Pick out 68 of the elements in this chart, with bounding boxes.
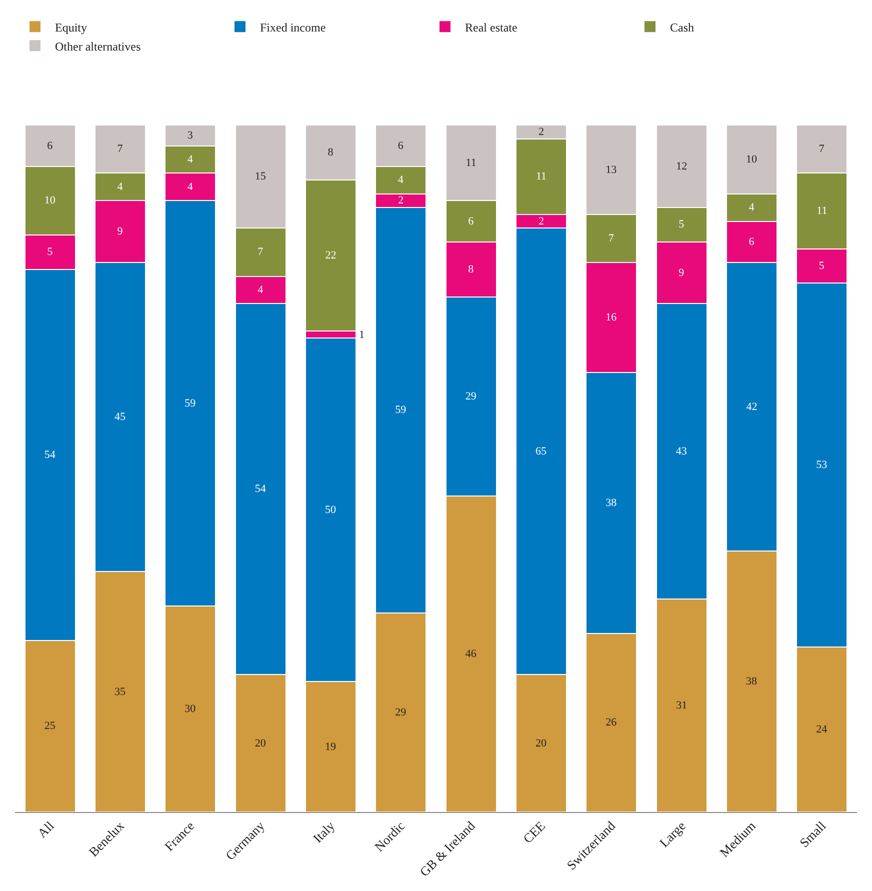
legend-label: Fixed income xyxy=(260,20,326,34)
data-label: 43 xyxy=(676,445,688,458)
x-tick-label: CEE xyxy=(520,818,548,846)
data-label: 59 xyxy=(395,404,407,416)
data-label: 10 xyxy=(746,153,758,166)
data-label: 45 xyxy=(114,411,126,424)
data-label: 19 xyxy=(325,740,336,753)
data-label: 5 xyxy=(818,260,825,272)
data-label: 13 xyxy=(606,164,618,176)
x-tick-label: Italy xyxy=(310,818,338,846)
data-label: 7 xyxy=(117,143,124,156)
data-label: 4 xyxy=(748,202,755,214)
legend-label: Real estate xyxy=(465,20,518,34)
data-label: 29 xyxy=(395,706,407,718)
data-label: 4 xyxy=(258,284,264,296)
data-label: 4 xyxy=(187,180,194,193)
data-label: 30 xyxy=(184,702,196,715)
data-label: 38 xyxy=(606,496,618,509)
data-label: 42 xyxy=(746,400,758,413)
data-label: 9 xyxy=(678,266,685,279)
data-label: 6 xyxy=(398,140,404,152)
data-label: 3 xyxy=(187,129,194,142)
data-label: 54 xyxy=(254,483,266,496)
data-label: 8 xyxy=(328,146,334,159)
data-label: 59 xyxy=(184,397,196,410)
data-label: 25 xyxy=(44,720,56,732)
data-label: 9 xyxy=(117,226,124,238)
data-label: 4 xyxy=(187,153,194,166)
data-label: 4 xyxy=(398,174,404,186)
data-label: 54 xyxy=(44,448,56,461)
data-label: 35 xyxy=(114,686,126,698)
data-label: 46 xyxy=(465,648,477,660)
annotation: 1 xyxy=(359,329,364,341)
data-label: 7 xyxy=(258,246,264,258)
data-label: 11 xyxy=(466,156,476,169)
data-label: 11 xyxy=(816,205,828,218)
data-label: 8 xyxy=(468,263,474,276)
data-label: 31 xyxy=(676,700,688,712)
legend-label: Other alternatives xyxy=(55,39,141,54)
data-label: 6 xyxy=(748,236,755,248)
data-label: 20 xyxy=(536,737,547,750)
data-label: 2 xyxy=(538,215,544,228)
data-label: 20 xyxy=(254,737,266,750)
data-label: 26 xyxy=(606,716,618,729)
data-label: 10 xyxy=(44,194,56,207)
data-label: 65 xyxy=(536,445,547,458)
legend-label: Equity xyxy=(55,20,87,34)
x-tick-label: All xyxy=(34,818,58,841)
data-label: 5 xyxy=(678,218,685,231)
data-label: 38 xyxy=(746,676,758,688)
data-label: 22 xyxy=(325,250,336,262)
data-label: 2 xyxy=(398,194,404,207)
data-label: 53 xyxy=(816,459,828,472)
data-label: 11 xyxy=(536,170,547,183)
data-label: 12 xyxy=(676,160,688,172)
data-label: 4 xyxy=(117,180,124,193)
data-label: 16 xyxy=(606,311,618,324)
data-label: 2 xyxy=(538,126,544,138)
data-label: 6 xyxy=(47,140,54,152)
legend-label: Cash xyxy=(670,20,694,34)
data-label: 15 xyxy=(254,170,266,183)
data-label: 50 xyxy=(325,504,336,516)
data-label: 6 xyxy=(468,215,474,228)
data-label: 24 xyxy=(816,724,828,736)
data-label: 5 xyxy=(47,246,54,258)
data-label: 7 xyxy=(608,232,614,244)
data-label: 29 xyxy=(465,390,477,402)
data-label: 7 xyxy=(818,143,825,156)
